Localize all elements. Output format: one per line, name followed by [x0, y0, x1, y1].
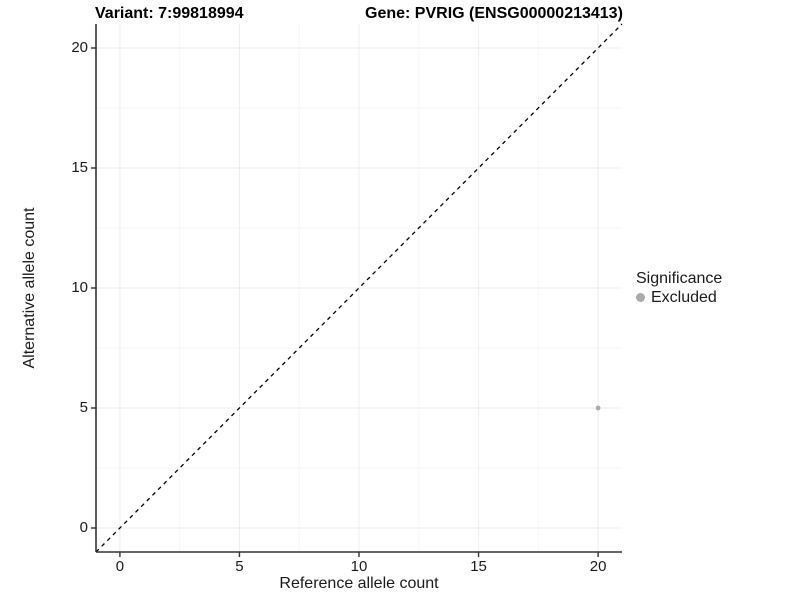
legend-marker-dot-icon — [636, 293, 645, 302]
legend-title: Significance — [636, 270, 723, 287]
x-tick-label: 15 — [470, 558, 487, 575]
y-axis-title: Alternative allele count — [21, 207, 38, 369]
legend-item-label: Excluded — [651, 289, 717, 306]
x-tick-label: 5 — [235, 558, 244, 575]
legend: Significance Excluded — [636, 269, 722, 307]
data-point — [595, 405, 601, 411]
y-tick-label: 10 — [71, 279, 88, 296]
y-tick-label: 20 — [71, 39, 88, 56]
legend-item-excluded: Excluded — [636, 288, 722, 307]
y-tick-label: 5 — [79, 399, 88, 416]
plot-title-gene: Gene: PVRIG (ENSG00000213413) — [365, 5, 623, 22]
y-tick-label: 15 — [71, 159, 88, 176]
x-tick-label: 0 — [115, 558, 125, 575]
x-tick-label: 10 — [350, 558, 368, 575]
x-tick-label: 20 — [589, 558, 607, 575]
plot-title-variant: Variant: 7:99818994 — [95, 5, 244, 22]
y-tick-label: 0 — [79, 519, 88, 536]
x-axis-title: Reference allele count — [279, 575, 439, 592]
